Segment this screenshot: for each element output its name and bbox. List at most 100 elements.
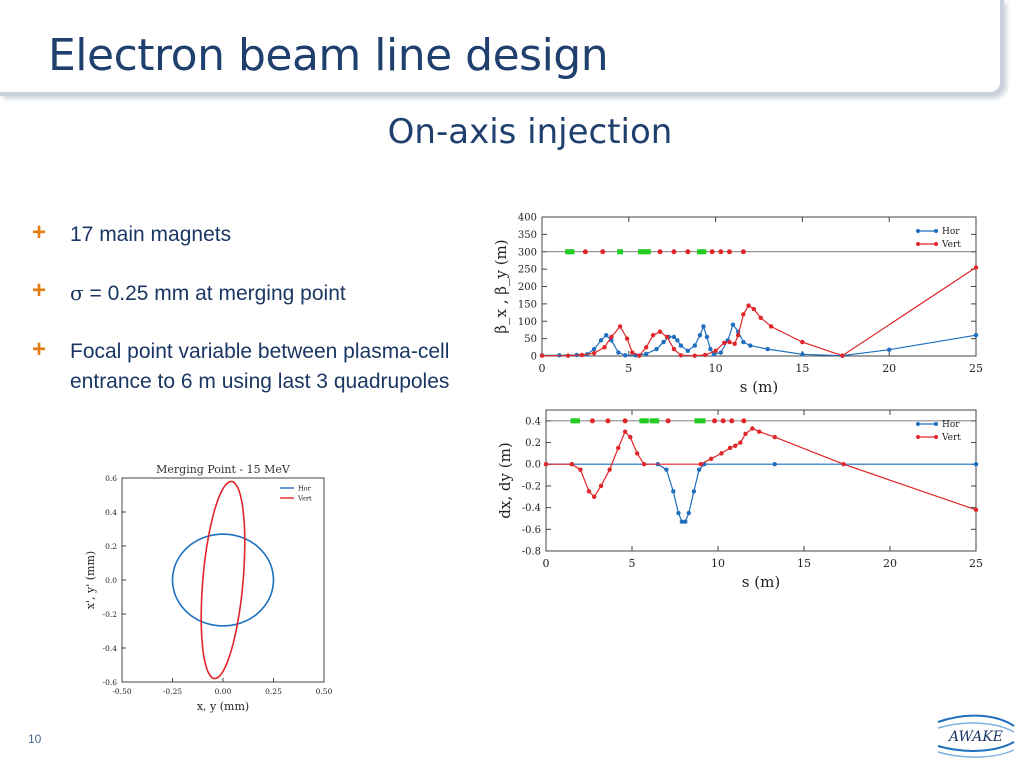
- awake-logo: AWAKE: [937, 714, 1015, 758]
- data-point-hor: [678, 343, 684, 348]
- data-point-vert: [643, 345, 649, 350]
- legend-marker: [916, 422, 920, 426]
- data-point-vert: [727, 445, 733, 451]
- x-tick-label: 20: [883, 557, 897, 570]
- series-line-hor: [546, 463, 976, 523]
- data-point-vert: [616, 445, 621, 451]
- data-point-hor: [685, 348, 691, 353]
- data-point-hor: [679, 519, 685, 524]
- data-point-vert: [973, 265, 979, 270]
- legend-label: Hor: [942, 420, 960, 430]
- magnet-marker-red: [718, 249, 724, 255]
- data-point-hor: [718, 350, 724, 355]
- magnet-marker-red: [671, 249, 677, 255]
- magnet-marker-green: [699, 418, 706, 424]
- magnet-marker-green: [639, 418, 646, 424]
- x-tick-label: 0.00: [215, 687, 232, 696]
- data-point-hor: [654, 346, 659, 352]
- data-point-vert: [692, 353, 697, 358]
- x-tick-label: 15: [797, 557, 811, 570]
- data-point-vert: [634, 451, 640, 456]
- magnet-marker-green: [644, 249, 651, 255]
- data-point-hor: [741, 339, 746, 345]
- data-point-hor: [598, 338, 604, 343]
- title-band: [0, 0, 1004, 96]
- bullet-item: + 17 main magnets: [28, 219, 458, 250]
- magnet-marker-red: [726, 249, 732, 255]
- legend-label: Vert: [941, 240, 961, 250]
- x-axis-label: x, y (mm): [197, 700, 249, 713]
- y-tick-label: -0.2: [522, 481, 541, 492]
- magnet-marker-green: [700, 249, 707, 255]
- magnet-marker-green: [642, 418, 649, 424]
- legend-label: Hor: [942, 227, 960, 237]
- data-point-vert: [719, 451, 724, 456]
- magnet-marker-red: [582, 249, 588, 255]
- bullet-text: = 0.25 mm at merging point: [83, 282, 346, 305]
- data-point-hor: [973, 462, 979, 467]
- data-point-vert: [607, 467, 612, 472]
- data-point-vert: [841, 462, 846, 467]
- data-point-vert: [671, 346, 677, 352]
- slide-subtitle: On-axis injection: [387, 112, 673, 152]
- data-point-hor: [643, 351, 649, 357]
- data-point-hor: [973, 332, 979, 338]
- data-point-hor: [676, 510, 681, 516]
- data-point-hor: [772, 462, 777, 467]
- x-tick-label: 10: [709, 362, 723, 375]
- data-point-vert: [758, 315, 763, 320]
- legend-marker: [934, 435, 938, 439]
- data-point-vert: [733, 443, 738, 448]
- bullet-text: 17 main magnets: [70, 223, 232, 246]
- y-tick-label: 0.0: [105, 576, 117, 585]
- plus-bullet-icon: +: [32, 219, 47, 246]
- legend-marker: [934, 229, 938, 233]
- legend-marker: [916, 242, 920, 246]
- data-point-hor: [664, 467, 669, 472]
- data-point-vert: [579, 352, 585, 358]
- data-point-vert: [751, 306, 756, 312]
- magnet-marker-green: [573, 418, 580, 424]
- series-line-hor: [542, 323, 977, 357]
- data-point-vert: [768, 324, 774, 329]
- bullet-item: + Focal point variable between plasma-ce…: [28, 336, 458, 397]
- data-point-vert: [713, 348, 718, 353]
- data-point-hor: [701, 324, 706, 329]
- data-point-hor: [591, 346, 597, 352]
- data-point-hor: [604, 332, 609, 338]
- data-point-vert: [565, 353, 571, 358]
- data-point-hor: [730, 322, 736, 327]
- x-tick-label: -0.25: [163, 687, 182, 696]
- magnet-marker-green: [694, 418, 701, 424]
- y-tick-label: 400: [518, 213, 537, 224]
- y-tick-label: -0.2: [103, 610, 118, 619]
- y-tick-label: 100: [518, 317, 537, 328]
- y-tick-label: -0.4: [522, 503, 541, 514]
- magnet-marker-red: [622, 418, 628, 424]
- data-point-hor: [696, 467, 702, 472]
- y-axis-label: x', y' (mm): [84, 551, 97, 609]
- data-point-vert: [628, 434, 633, 440]
- y-tick-label: 0.4: [525, 416, 541, 427]
- plus-bullet-icon: +: [32, 277, 47, 304]
- data-point-vert: [708, 456, 714, 462]
- data-point-vert: [569, 462, 574, 467]
- y-tick-label: 200: [518, 282, 537, 293]
- data-point-hor: [887, 347, 892, 352]
- magnet-marker-red: [657, 249, 663, 255]
- x-tick-label: 0.25: [265, 687, 282, 696]
- data-point-vert: [678, 353, 684, 358]
- data-point-vert: [650, 332, 656, 338]
- y-tick-label: 300: [518, 247, 537, 258]
- data-point-hor: [697, 332, 703, 338]
- x-tick-label: 0: [539, 362, 546, 375]
- data-point-vert: [591, 351, 597, 356]
- data-point-hor: [683, 519, 688, 524]
- x-tick-label: 20: [882, 362, 896, 375]
- data-point-vert: [657, 329, 663, 334]
- data-point-hor: [765, 346, 770, 352]
- merging-point-chart: Merging Point - 15 MeV -0.50 -0.25 0.00 0.25…: [84, 463, 333, 713]
- y-tick-label: 0: [531, 352, 537, 363]
- legend-marker: [934, 422, 938, 426]
